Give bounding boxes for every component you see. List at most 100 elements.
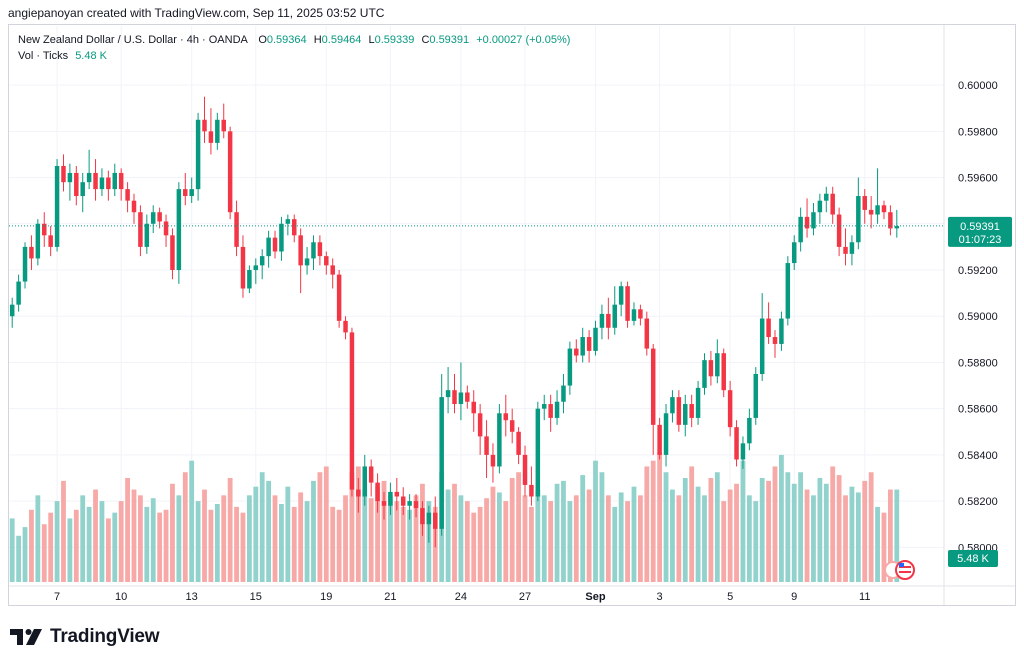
- candle-body[interactable]: [48, 235, 53, 247]
- candle-body[interactable]: [529, 484, 534, 497]
- candle-body[interactable]: [567, 348, 573, 386]
- candle-body[interactable]: [99, 177, 105, 190]
- candle-body[interactable]: [516, 431, 521, 455]
- candle-body[interactable]: [791, 242, 797, 264]
- candle-body[interactable]: [35, 223, 41, 259]
- candle-body[interactable]: [766, 318, 771, 338]
- candle-body[interactable]: [824, 193, 829, 201]
- candle-body[interactable]: [849, 242, 855, 254]
- candle-body[interactable]: [586, 337, 592, 351]
- candle-body[interactable]: [593, 327, 598, 351]
- candle-body[interactable]: [9, 304, 15, 317]
- candle-body[interactable]: [657, 424, 662, 455]
- legend-symbol[interactable]: New Zealand Dollar / U.S. Dollar · 4h · …: [18, 34, 248, 46]
- candle-body[interactable]: [843, 246, 848, 254]
- candle-body[interactable]: [426, 512, 432, 525]
- candle-body[interactable]: [862, 196, 867, 210]
- candle-body[interactable]: [683, 404, 688, 425]
- candle-body[interactable]: [170, 235, 175, 270]
- candle-body[interactable]: [413, 501, 419, 509]
- candle-body[interactable]: [157, 212, 162, 222]
- candle-body[interactable]: [702, 360, 707, 388]
- candle-body[interactable]: [894, 226, 900, 229]
- candle-body[interactable]: [856, 196, 861, 243]
- candle-body[interactable]: [317, 242, 323, 257]
- candle-body[interactable]: [272, 237, 278, 252]
- last-price-badge[interactable]: [948, 216, 1012, 247]
- candle-body[interactable]: [240, 246, 246, 289]
- candle-body[interactable]: [215, 119, 220, 143]
- candle-body[interactable]: [343, 320, 348, 333]
- candle-body[interactable]: [202, 119, 207, 132]
- candle-body[interactable]: [631, 309, 637, 321]
- candle-body[interactable]: [67, 172, 73, 183]
- candle-body[interactable]: [86, 172, 92, 183]
- volume-value-badge[interactable]: [948, 550, 998, 567]
- candle-body[interactable]: [868, 209, 874, 215]
- candle-body[interactable]: [54, 166, 60, 247]
- candle-body[interactable]: [259, 256, 265, 266]
- candle-body[interactable]: [112, 172, 118, 190]
- candle-body[interactable]: [689, 404, 694, 418]
- candle-body[interactable]: [785, 263, 791, 319]
- candle-body[interactable]: [349, 332, 355, 490]
- us-flag-event-icon[interactable]: [895, 560, 915, 580]
- candle-body[interactable]: [330, 265, 335, 275]
- candle-body[interactable]: [554, 401, 560, 418]
- candle-body[interactable]: [606, 313, 611, 328]
- candle-body[interactable]: [734, 427, 739, 460]
- candle-body[interactable]: [708, 360, 714, 377]
- candle-body[interactable]: [227, 131, 233, 213]
- candle-body[interactable]: [16, 281, 21, 305]
- candle-body[interactable]: [509, 420, 515, 432]
- candle-body[interactable]: [727, 390, 733, 428]
- candle-body[interactable]: [266, 237, 271, 257]
- candle-body[interactable]: [163, 221, 169, 236]
- candle-body[interactable]: [772, 337, 778, 344]
- candle-body[interactable]: [221, 119, 226, 132]
- candle-body[interactable]: [106, 177, 111, 190]
- candle-body[interactable]: [663, 413, 669, 455]
- candle-body[interactable]: [471, 401, 476, 414]
- candle-body[interactable]: [638, 309, 643, 319]
- candle-body[interactable]: [439, 397, 444, 529]
- candle-body[interactable]: [522, 454, 528, 485]
- candle-body[interactable]: [670, 397, 675, 414]
- candle-body[interactable]: [503, 413, 509, 421]
- candle-body[interactable]: [650, 348, 656, 425]
- candle-body[interactable]: [599, 313, 605, 328]
- candle-body[interactable]: [804, 216, 810, 229]
- candle-body[interactable]: [625, 286, 630, 321]
- candle-body[interactable]: [29, 246, 34, 259]
- candle-body[interactable]: [881, 205, 887, 213]
- candle-body[interactable]: [144, 223, 150, 247]
- candle-body[interactable]: [759, 318, 765, 374]
- candle-body[interactable]: [208, 131, 214, 143]
- candle-body[interactable]: [445, 390, 451, 398]
- candle-body[interactable]: [22, 246, 28, 282]
- candle-body[interactable]: [798, 216, 803, 243]
- candle-body[interactable]: [118, 172, 124, 190]
- candle-body[interactable]: [574, 348, 579, 356]
- candle-body[interactable]: [535, 408, 541, 497]
- candle-body[interactable]: [644, 318, 650, 349]
- candle-body[interactable]: [285, 219, 291, 224]
- candle-body[interactable]: [888, 212, 893, 229]
- tradingview-logo[interactable]: TradingView: [10, 626, 160, 648]
- candle-body[interactable]: [715, 353, 720, 377]
- candle-body[interactable]: [836, 214, 842, 247]
- candle-body[interactable]: [740, 443, 746, 460]
- candle-body[interactable]: [356, 489, 361, 497]
- candle-body[interactable]: [394, 491, 400, 497]
- candle-body[interactable]: [458, 392, 464, 405]
- candle-body[interactable]: [490, 454, 496, 467]
- candle-body[interactable]: [138, 212, 143, 247]
- candle-body[interactable]: [541, 404, 547, 409]
- candle-body[interactable]: [721, 353, 726, 391]
- candle-body[interactable]: [465, 392, 470, 402]
- candle-body[interactable]: [695, 387, 701, 418]
- candle-body[interactable]: [80, 182, 85, 197]
- candle-body[interactable]: [433, 512, 438, 529]
- candle-body[interactable]: [304, 258, 310, 266]
- legend-volume-label[interactable]: Vol · Ticks: [18, 50, 69, 62]
